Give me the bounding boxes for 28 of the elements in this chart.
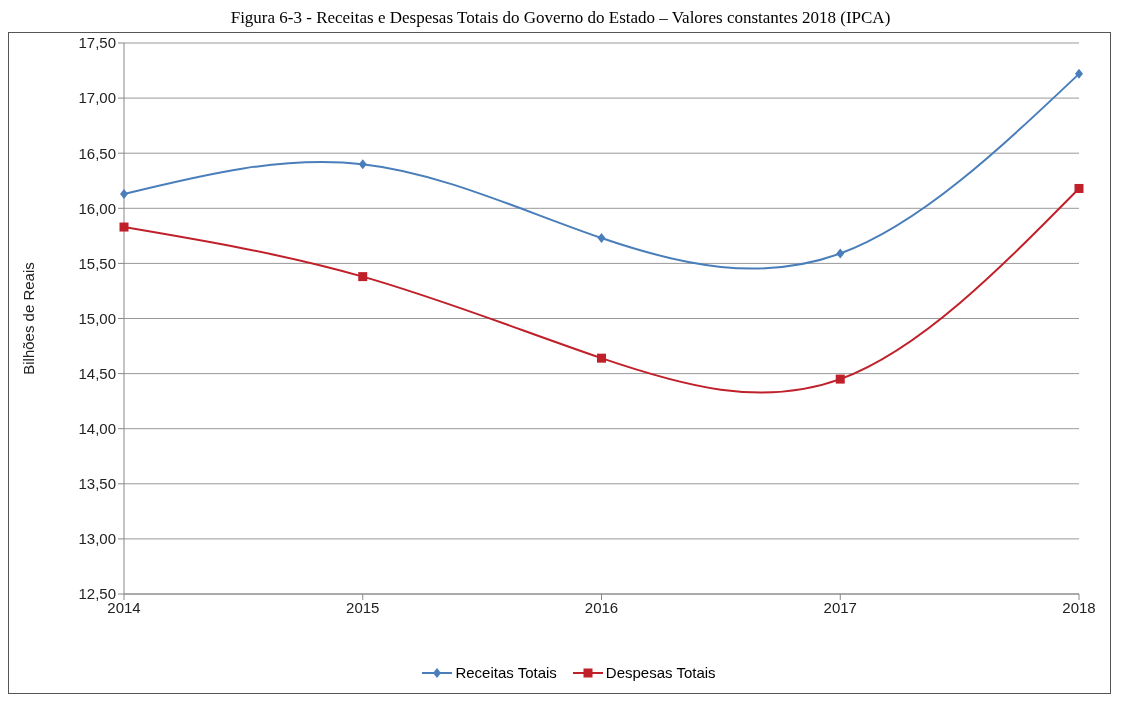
y-axis-title: Bilhões de Reais — [20, 262, 38, 375]
point — [597, 233, 606, 244]
y-tick-label: 14,00 — [78, 420, 116, 438]
point — [835, 374, 845, 384]
point — [1075, 68, 1083, 79]
y-tick-label: 14,50 — [78, 364, 116, 382]
legend-label: Despesas Totais — [604, 664, 716, 681]
point — [119, 222, 129, 232]
x-tick-label: 2017 — [823, 598, 857, 616]
x-tick-label: 2015 — [346, 598, 380, 616]
y-tick-label: 13,00 — [78, 530, 116, 548]
point — [836, 248, 845, 259]
y-tick-label: 15,50 — [78, 254, 116, 272]
chart-title: Figura 6-3 - Receitas e Despesas Totais do Governo do Estado – Valores constantes 2018 (IPCA) — [229, 8, 892, 29]
y-tick-label: 16,00 — [78, 199, 116, 217]
legend-label: Receitas Totais — [454, 664, 557, 681]
y-tick-label: 15,00 — [78, 309, 116, 327]
y-tick-label: 13,50 — [78, 475, 116, 493]
y-tick-label: 17,00 — [78, 89, 116, 107]
y-tick-label: 16,50 — [78, 144, 116, 162]
point — [358, 159, 367, 170]
point — [1074, 183, 1084, 193]
point — [120, 188, 128, 199]
y-tick-label: 17,50 — [78, 34, 116, 52]
point — [597, 353, 606, 363]
x-tick-label: 2018 — [1062, 598, 1096, 616]
x-tick-label: 2016 — [584, 598, 619, 616]
point — [358, 272, 368, 282]
